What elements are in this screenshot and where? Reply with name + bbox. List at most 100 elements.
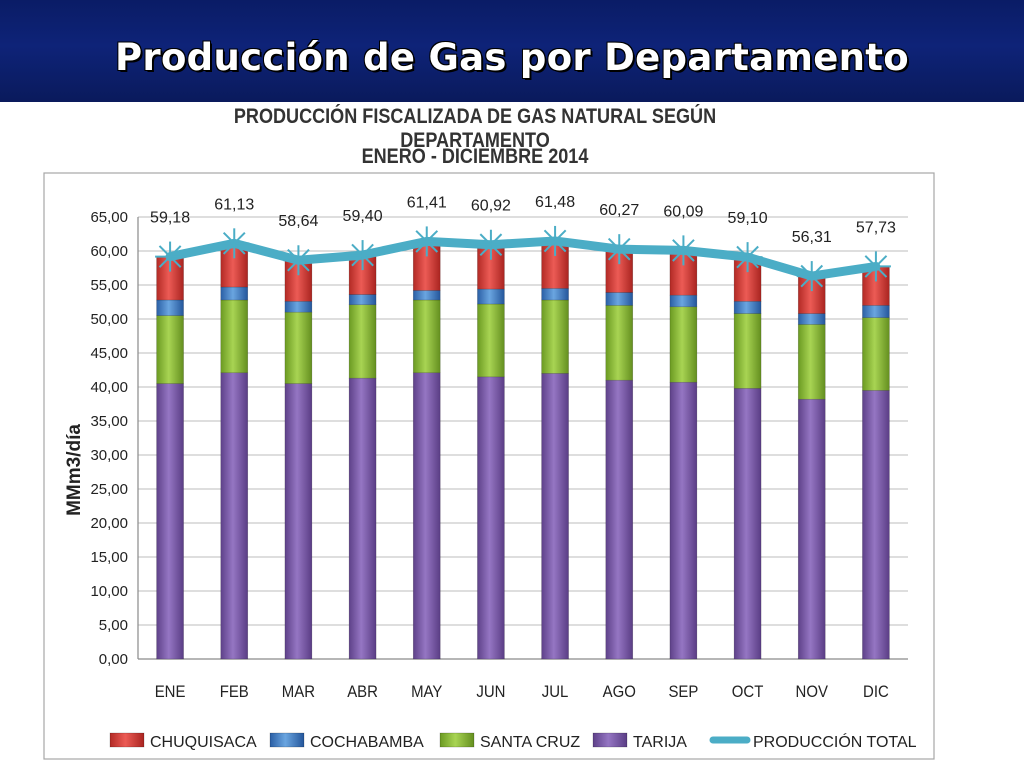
bar-tarija xyxy=(669,381,698,660)
total-data-label: 59,10 xyxy=(728,210,768,227)
bar-tarija xyxy=(156,383,184,660)
bar-santa-cruz xyxy=(605,305,634,381)
y-tick-label: 30,00 xyxy=(90,447,128,464)
y-tick-label: 45,00 xyxy=(90,345,128,362)
y-tick-label: 55,00 xyxy=(90,277,128,294)
total-data-label: 56,31 xyxy=(792,229,832,246)
marker-ray xyxy=(415,230,439,253)
bar-santa-cruz xyxy=(862,317,890,391)
slide-header xyxy=(0,0,1024,102)
chart-title: PRODUCCIÓN FISCALIZADA DE GAS NATURAL SE… xyxy=(233,105,717,152)
y-tick-label: 5,00 xyxy=(99,617,128,634)
legend-label: SANTA CRUZ xyxy=(480,734,580,751)
total-point-marker xyxy=(668,235,699,266)
bar-tarija xyxy=(733,388,762,660)
bar-cochabamba xyxy=(733,301,762,314)
legend-label: PRODUCCIÓN TOTAL xyxy=(753,732,917,751)
total-data-label: 60,92 xyxy=(471,198,511,215)
bar-santa-cruz xyxy=(477,303,505,378)
y-tick-label: 65,00 xyxy=(90,209,128,226)
bar-cochabamba xyxy=(797,313,826,325)
x-tick-label: ENE xyxy=(155,683,186,701)
bar-tarija xyxy=(541,373,569,660)
x-tick-label: NOV xyxy=(796,683,829,701)
bar-cochabamba xyxy=(477,288,505,305)
bar-tarija xyxy=(477,376,505,660)
total-production-line xyxy=(165,236,881,281)
marker-ray xyxy=(672,239,695,262)
marker-ray xyxy=(158,245,182,268)
total-point-marker xyxy=(732,242,763,273)
bar-santa-cruz xyxy=(669,306,698,383)
y-axis-label: MMm3/día xyxy=(64,424,85,516)
y-tick-label: 60,00 xyxy=(90,243,128,260)
bar-cochabamba xyxy=(605,292,634,306)
total-point-marker xyxy=(540,225,571,256)
marker-ray xyxy=(543,229,567,253)
marker-ray xyxy=(864,255,888,278)
total-data-label: 60,27 xyxy=(599,202,639,219)
total-point-marker xyxy=(155,241,186,272)
total-point-marker xyxy=(283,245,314,276)
marker-ray xyxy=(607,237,631,261)
marker-ray xyxy=(800,264,824,288)
x-tick-label: ABR xyxy=(347,683,378,701)
bar-cochabamba xyxy=(348,294,377,306)
total-data-label: 61,48 xyxy=(535,194,575,211)
bar-cochabamba xyxy=(862,305,890,318)
total-point-marker xyxy=(347,240,378,271)
bar-cochabamba xyxy=(284,301,313,313)
x-tick-label: MAR xyxy=(282,683,315,701)
marker-ray xyxy=(479,233,503,257)
total-point-marker xyxy=(604,234,635,265)
legend-swatch xyxy=(592,732,628,748)
x-tick-label: MAY xyxy=(411,683,443,701)
total-point-marker xyxy=(219,228,250,259)
slide-title: Producción de Gas por Departamento xyxy=(115,36,909,79)
bar-santa-cruz xyxy=(156,315,184,384)
x-tick-label: DIC xyxy=(863,683,889,701)
bar-santa-cruz xyxy=(220,299,249,374)
y-tick-label: 50,00 xyxy=(90,311,128,328)
x-tick-label: JUL xyxy=(542,683,569,701)
total-data-label: 59,18 xyxy=(150,210,190,227)
y-tick-label: 35,00 xyxy=(90,413,128,430)
bar-santa-cruz xyxy=(284,311,313,384)
legend-label: TARIJA xyxy=(633,734,687,751)
total-point-marker xyxy=(411,226,442,257)
legend-label: COCHABAMBA xyxy=(310,734,424,751)
marker-ray xyxy=(351,243,374,267)
x-tick-label: JUN xyxy=(476,683,505,701)
x-tick-label: OCT xyxy=(732,683,764,701)
bar-cochabamba xyxy=(156,299,184,316)
bar-santa-cruz xyxy=(412,299,441,374)
legend-label: CHUQUISACA xyxy=(150,734,257,751)
x-tick-label: FEB xyxy=(220,683,249,701)
bar-cochabamba xyxy=(669,294,698,308)
y-tick-label: 20,00 xyxy=(90,515,128,532)
legend-swatch xyxy=(109,732,145,748)
bar-cochabamba xyxy=(220,286,249,301)
total-data-label: 61,13 xyxy=(214,196,254,213)
total-data-label: 59,40 xyxy=(343,208,383,225)
y-tick-label: 15,00 xyxy=(90,549,128,566)
marker-ray xyxy=(736,245,759,269)
total-point-marker xyxy=(796,261,827,292)
y-tick-label: 40,00 xyxy=(90,379,128,396)
bar-tarija xyxy=(412,372,441,660)
marker-ray xyxy=(222,232,246,255)
bar-tarija xyxy=(348,377,377,660)
bar-tarija xyxy=(605,379,634,660)
bar-tarija xyxy=(220,372,249,660)
y-tick-label: 25,00 xyxy=(90,481,128,498)
bar-tarija xyxy=(862,390,890,660)
legend-swatch xyxy=(269,732,305,748)
x-tick-label: AGO xyxy=(603,683,636,701)
bar-cochabamba xyxy=(412,290,441,301)
total-data-label: 58,64 xyxy=(278,213,318,230)
x-tick-label: SEP xyxy=(668,683,698,701)
total-data-label: 61,41 xyxy=(407,194,447,211)
bar-santa-cruz xyxy=(348,304,377,379)
bar-tarija xyxy=(284,383,313,660)
